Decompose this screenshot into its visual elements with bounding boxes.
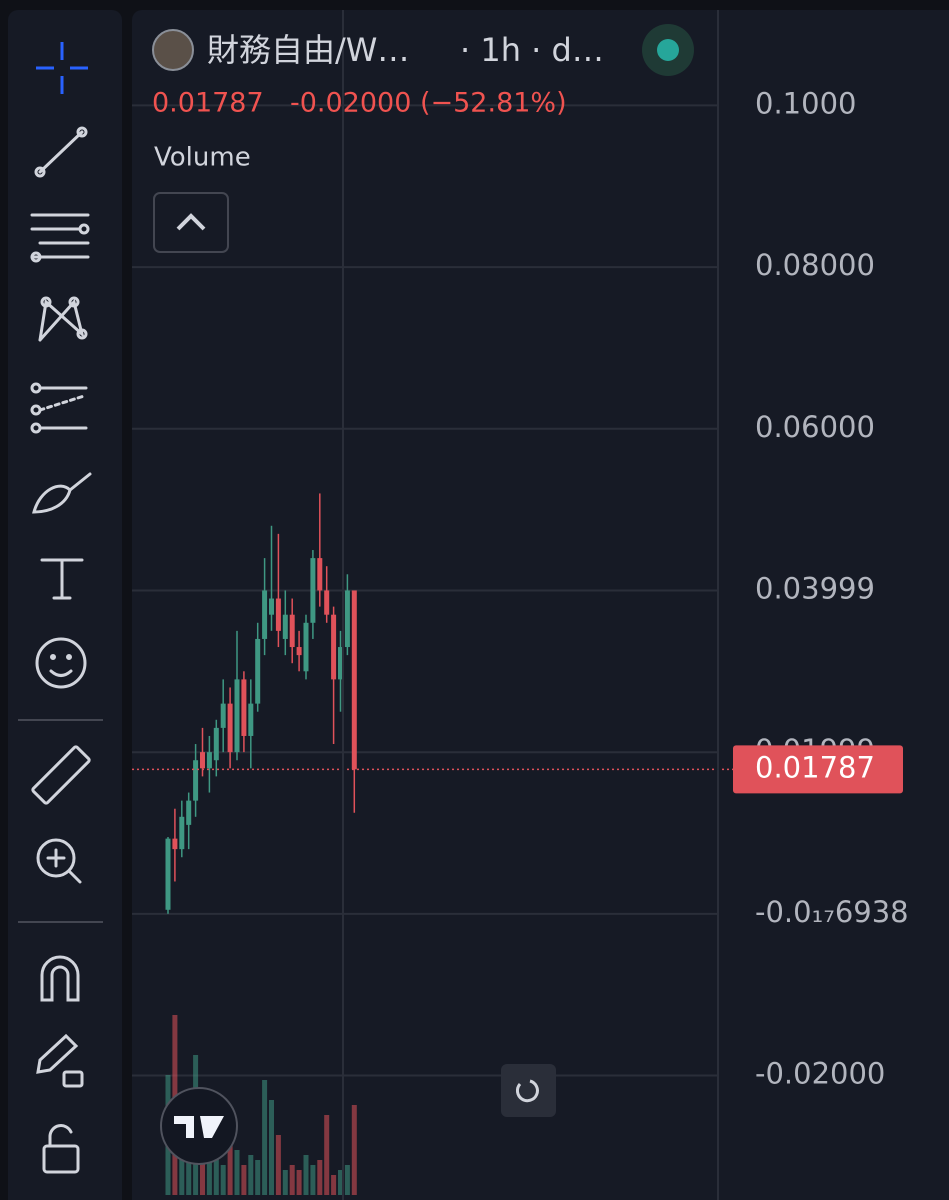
volume-bar: [303, 1155, 309, 1195]
candle-body: [186, 800, 192, 825]
candle-body: [193, 760, 199, 801]
candle-body: [310, 558, 316, 623]
candle-body: [269, 598, 274, 615]
volume-bar: [241, 1165, 247, 1195]
candle-body: [234, 679, 240, 753]
volume-bar: [344, 1165, 350, 1195]
last-price: 0.01787: [152, 88, 264, 119]
candle-body: [220, 703, 226, 728]
volume-bar: [248, 1155, 254, 1195]
y-tick-label: 0.1000: [755, 86, 856, 120]
candle-body: [179, 816, 185, 850]
candle-body: [324, 590, 330, 615]
candle-body: [200, 752, 205, 769]
reset-button[interactable]: [501, 1064, 556, 1117]
candle-body: [331, 614, 337, 680]
volume-bar: [324, 1115, 330, 1195]
volume-bar: [234, 1150, 240, 1195]
volume-bar: [262, 1080, 268, 1195]
candle-body: [296, 647, 302, 656]
interval[interactable]: · 1h · d…: [460, 31, 604, 69]
volume-bar: [331, 1175, 337, 1195]
indicator-label[interactable]: Volume: [154, 143, 251, 173]
volume-bar: [179, 1135, 185, 1195]
volume-bar: [317, 1160, 323, 1195]
volume-bar: [206, 1155, 212, 1195]
reset-icon: [515, 1079, 539, 1103]
chart-panel: [132, 10, 949, 1200]
price-tag: [733, 745, 903, 794]
candle-body: [289, 614, 295, 648]
volume-bar: [296, 1170, 302, 1195]
volume-bar: [269, 1100, 274, 1195]
volume-bar: [227, 1135, 233, 1195]
collapse-button[interactable]: [153, 192, 229, 253]
volume-bar: [213, 1145, 219, 1195]
y-tick-label: 0.03999: [755, 572, 875, 606]
volume-bar: [351, 1105, 357, 1195]
y-tick-label: -0.02000: [755, 1057, 885, 1091]
status-dot: [657, 39, 679, 61]
symbol[interactable]: 財務自由/W…: [207, 31, 409, 69]
volume-bar: [275, 1135, 281, 1195]
candle-body: [248, 703, 254, 736]
volume-bar: [310, 1165, 316, 1195]
candle-body: [206, 752, 212, 769]
toolbar: [8, 10, 122, 1200]
candle-body: [344, 590, 350, 648]
y-tick-label: -0.0₁₇6938: [755, 895, 909, 929]
candle-body: [351, 590, 357, 770]
y-tick-label: 0.08000: [755, 248, 875, 282]
price-change: -0.02000 (−52.81%): [290, 88, 567, 119]
candle-body: [282, 614, 288, 639]
volume-bar: [255, 1160, 261, 1195]
volume-bar: [289, 1165, 295, 1195]
price-axis: 0.10000.080000.060000.039990.01999-0.0₁₇…: [733, 86, 909, 1091]
candle-body: [227, 703, 233, 753]
candle-body: [338, 647, 343, 680]
avatar: [152, 29, 194, 71]
candle-body: [165, 838, 171, 910]
candle-body: [172, 838, 178, 850]
y-tick-label: 0.06000: [755, 410, 875, 444]
candle-body: [303, 622, 309, 672]
chevron-icon: [176, 213, 206, 231]
candle-body: [262, 590, 268, 639]
volume-bar: [220, 1165, 226, 1195]
candle-body: [317, 558, 323, 591]
candle-body: [241, 679, 247, 736]
volume-bar: [282, 1170, 288, 1195]
price-tag-label: 0.01787: [755, 750, 875, 784]
tv-logo-mark: [174, 1116, 224, 1138]
volume-bar: [338, 1170, 343, 1195]
tv-logo[interactable]: [160, 1087, 238, 1165]
candle-body: [275, 598, 281, 631]
candle-body: [255, 638, 261, 704]
candle-body: [213, 727, 219, 761]
toolbar-icons[interactable]: [18, 42, 103, 1174]
